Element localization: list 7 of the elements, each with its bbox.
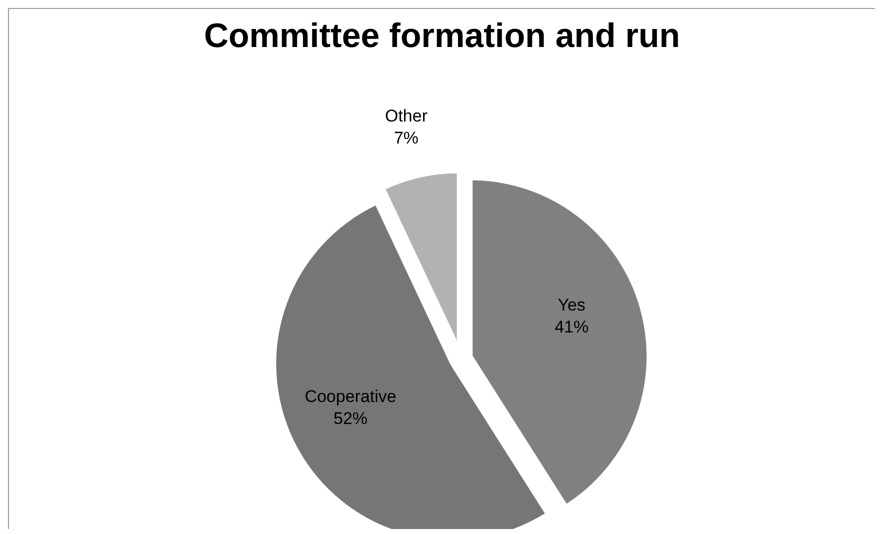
chart-title: Committee formation and run xyxy=(202,17,682,56)
slice-label: Yes xyxy=(558,295,586,314)
slice-label: Cooperative xyxy=(304,386,396,406)
data-label: 41% xyxy=(554,317,589,336)
data-label: 7% xyxy=(394,128,419,148)
slice-label: Other xyxy=(385,106,428,126)
data-label: 52% xyxy=(334,408,368,428)
